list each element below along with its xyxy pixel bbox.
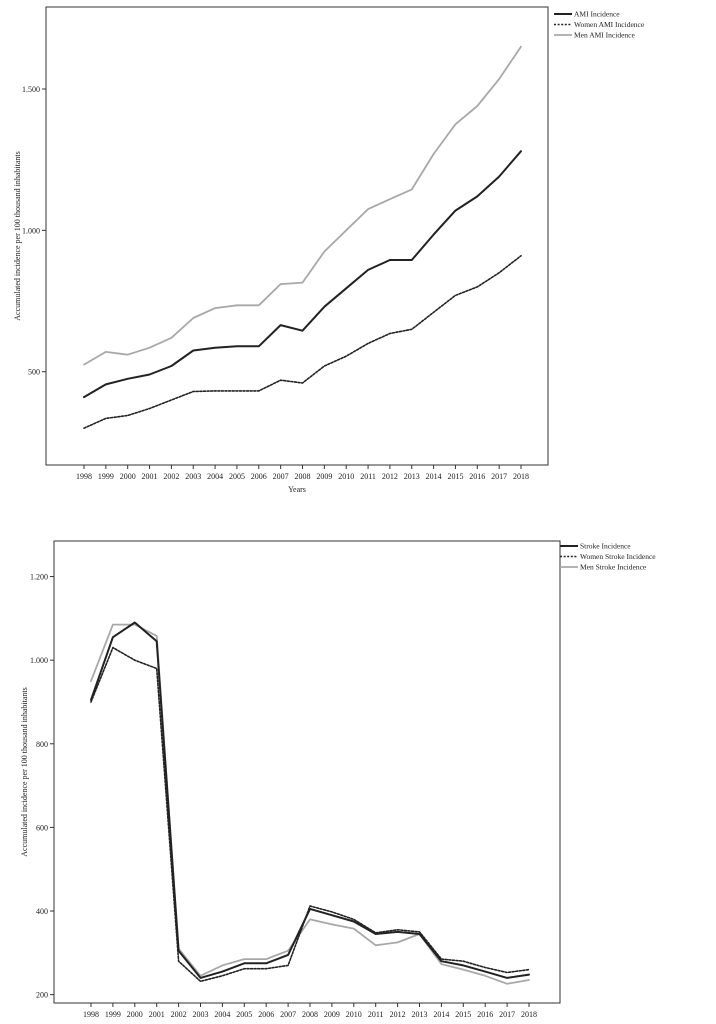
x-tick-label: 1999 [105,1010,121,1019]
ami-incidence-chart: 500 1.000 1.500 1998 1999 2000 2001 2002 2003 200… [13,6,645,494]
x-tick-label: 1999 [98,472,114,481]
x-tick-label: 2013 [404,472,420,481]
x-tick-label: 2007 [280,1010,296,1019]
x-tick-label: 2010 [338,472,354,481]
legend-entry: Women Stroke Incidence [580,552,656,561]
series-line-ami-incidence [83,150,522,399]
legend-entry: Stroke Incidence [580,542,631,551]
y-tick-label: 800 [36,740,48,749]
x-tick-label: 2005 [236,1010,252,1019]
x-tick-label: 2011 [368,1010,384,1019]
legend-entry: Men AMI Incidence [574,31,635,40]
x-tick-label: 2008 [295,472,311,481]
x-tick-label: 2010 [346,1010,362,1019]
x-tick-label: 2001 [142,472,158,481]
x-tick-label: 2000 [127,1010,143,1019]
x-tick-label: 2001 [149,1010,165,1019]
x-tick-label: 2004 [207,472,223,481]
x-tick-label: 2007 [273,472,289,481]
legend-entry: Women AMI Incidence [574,20,645,29]
x-tick-label: 2012 [390,1010,406,1019]
x-tick-label: 2016 [469,472,485,481]
series-line-women-stroke-incidence [90,646,530,983]
x-tick-label: 2002 [171,1010,187,1019]
stroke-incidence-chart: 200 400 600 800 1.000 1.200 1998 1999 2000 2001 20… [20,540,656,1024]
x-tick-label: 1998 [76,472,92,481]
x-tick-label: 2014 [426,472,442,481]
x-tick-label: 2005 [229,472,245,481]
x-tick-label: 2006 [251,472,267,481]
legend-entry: AMI Incidence [574,10,620,19]
x-tick-label: 2017 [499,1010,515,1019]
y-axis-title: Accumulated incidence per 100 thousand i… [20,687,29,857]
x-tick-label: 2003 [193,1010,209,1019]
x-tick-label: 2018 [521,1010,537,1019]
x-tick-label: 2002 [163,472,179,481]
x-tick-label: 2012 [382,472,398,481]
x-axis-title: Years [288,485,306,494]
x-tick-label: 2008 [302,1010,318,1019]
y-tick-label: 1.200 [30,573,48,582]
x-tick-label: 2006 [258,1010,274,1019]
plot-frame [53,540,561,1004]
y-tick-label: 500 [28,368,40,377]
series-line-stroke-incidence [90,621,530,979]
x-tick-label: 2011 [360,472,376,481]
x-tick-label: 2016 [477,1010,493,1019]
x-tick-label: 2000 [120,472,136,481]
x-tick-label: 2013 [412,1010,428,1019]
x-tick-label: 2017 [491,472,507,481]
y-tick-label: 1.000 [22,226,40,235]
y-tick-label: 600 [36,823,48,832]
series-line-women-ami-incidence [83,255,522,430]
x-tick-label: 2014 [433,1010,449,1019]
x-tick-label: 2009 [324,1010,340,1019]
x-tick-label: 2015 [447,472,463,481]
plot-frame [45,6,549,466]
y-axis-title: Accumulated incidence per 100 thousand i… [13,151,22,321]
x-tick-label: 2009 [316,472,332,481]
legend-entry: Men Stroke Incidence [580,563,647,572]
y-tick-label: 200 [36,991,48,1000]
x-tick-label: 2018 [513,472,529,481]
y-tick-label: 1.500 [22,85,40,94]
y-tick-label: 400 [36,907,48,916]
series-line-men-ami-incidence [83,45,522,366]
x-tick-label: 2003 [185,472,201,481]
y-tick-label: 1.000 [30,656,48,665]
x-tick-label: 1998 [83,1010,99,1019]
x-tick-label: 2004 [214,1010,230,1019]
x-tick-label: 2015 [455,1010,471,1019]
